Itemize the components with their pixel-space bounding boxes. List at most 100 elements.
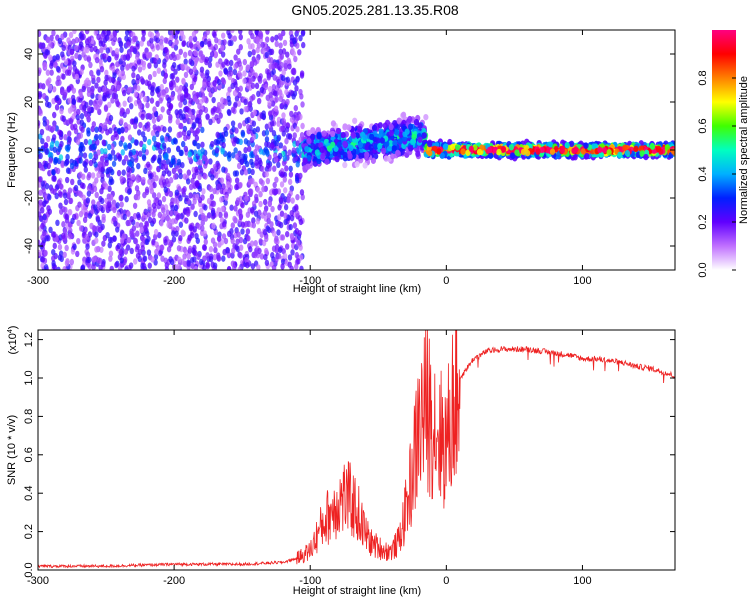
spectrogram-cell — [141, 63, 146, 71]
spectrogram-cell — [200, 86, 205, 94]
spectrogram-cell — [143, 167, 148, 175]
spectrogram-cell — [326, 145, 333, 152]
spectrogram-cell — [251, 200, 257, 207]
spectrogram-cell — [396, 117, 402, 124]
spectrogram-cell — [362, 162, 368, 169]
spectrogram-cell — [99, 147, 105, 155]
spectrogram-cell — [172, 197, 178, 204]
spectrogram-cell — [62, 251, 67, 258]
spectrogram-cell — [274, 139, 279, 147]
spectrogram-cell — [101, 53, 107, 60]
spectrogram-cell — [170, 72, 176, 80]
spectrogram-cell — [192, 90, 197, 98]
spectrogram-cell — [128, 86, 133, 93]
spectrogram-cell — [282, 155, 288, 162]
spectrogram-cell — [76, 108, 81, 116]
spectrogram-cell — [262, 198, 268, 206]
spectrogram-cell — [181, 113, 186, 120]
spectrogram-cell — [212, 105, 217, 113]
spectrogram-cell — [38, 30, 42, 37]
spectrogram-cell — [48, 54, 53, 61]
spectrogram-cell — [125, 41, 131, 48]
spectrogram-cell — [238, 30, 243, 35]
spectrogram-cell — [392, 140, 398, 147]
spectrogram-cell — [64, 244, 69, 252]
spectrogram-cell — [281, 130, 286, 137]
spectrogram-cell — [116, 242, 122, 250]
spectrogram-cell — [92, 185, 98, 193]
spectrogram-cell — [104, 183, 109, 190]
spectrogram-cell — [226, 108, 232, 116]
spectrogram-cell — [245, 211, 251, 218]
spectrogram-cell — [285, 51, 290, 58]
spectrogram-cell — [55, 94, 60, 102]
spectrogram-cell — [83, 161, 88, 168]
spectrogram-cell — [138, 150, 143, 157]
spectrogram-cell — [97, 125, 103, 133]
spectrogram-cell — [99, 65, 105, 73]
spectrogram-cell — [183, 71, 189, 79]
spectrogram-cell — [187, 151, 192, 158]
spectrogram-cell — [63, 160, 69, 167]
spectrogram-cell — [57, 254, 63, 261]
spectrogram-cell — [255, 36, 260, 43]
spectrogram-cell — [128, 96, 133, 103]
spectrogram-cell — [102, 30, 107, 35]
spectrogram-cell — [357, 141, 363, 149]
spectrogram-cell — [146, 112, 152, 120]
spectrogram-cell — [228, 69, 234, 77]
spectrogram-cell — [278, 81, 284, 88]
spectrogram-cell — [388, 123, 394, 131]
spectrogram-cell — [384, 140, 390, 147]
spectrogram-cell — [163, 72, 169, 79]
spectrogram-cell — [203, 173, 208, 180]
spectrogram-cell — [295, 114, 300, 122]
spectrogram-cell — [141, 30, 146, 37]
spectrogram-cell — [194, 169, 200, 176]
spectrogram-cell — [197, 173, 202, 181]
spectrogram-cell — [146, 161, 151, 168]
spectrogram-cell — [232, 264, 237, 270]
spectrogram-cell — [199, 40, 205, 48]
spectrogram-cell — [259, 231, 264, 238]
spectrogram-cell — [270, 205, 275, 213]
spectrogram-cell — [188, 224, 193, 232]
spectrogram-cell — [321, 130, 327, 137]
spectrogram-cell — [252, 109, 257, 116]
spectrogram-cell — [150, 86, 155, 93]
spectrogram-cell — [206, 80, 211, 87]
spectrogram-cell — [126, 236, 132, 244]
spectrogram-cell — [78, 91, 84, 99]
spectrogram-cell — [243, 98, 248, 106]
spectrogram-cell — [95, 216, 101, 223]
spectrogram-cell — [302, 157, 308, 164]
spectrogram-cell — [235, 197, 241, 204]
spectrogram-cell — [124, 266, 129, 270]
spectrogram-cell — [83, 166, 88, 173]
spectrogram-cell — [126, 188, 132, 195]
spectrogram-cell — [255, 218, 261, 225]
spectrogram-cell — [38, 82, 41, 90]
spectrogram-cell — [415, 150, 421, 157]
spectrogram-cell — [86, 90, 92, 98]
spectrogram-cell — [183, 58, 188, 65]
spectrogram-cell — [81, 85, 86, 93]
spectrogram-cell — [67, 209, 72, 216]
spectrogram-cell — [79, 113, 85, 120]
spectrogram-cell — [254, 249, 259, 256]
spectrogram-cell — [250, 82, 256, 89]
spectrogram-cell — [180, 63, 185, 70]
spectrogram-cell — [234, 177, 240, 184]
spectrogram-cell — [166, 221, 171, 229]
spectrogram-cell — [40, 207, 45, 214]
spectrogram-cell — [268, 110, 273, 117]
spectrogram-cell — [404, 128, 410, 135]
spectrogram-cell — [43, 263, 49, 270]
spectrogram-cell — [135, 73, 141, 81]
spectrogram-cell — [221, 142, 226, 149]
spectrogram-cell — [89, 69, 94, 77]
spectrogram-cell — [94, 246, 99, 253]
spectrogram-cell — [330, 120, 337, 127]
spectrogram-cell — [111, 50, 116, 57]
spectrogram-cell — [54, 192, 59, 200]
